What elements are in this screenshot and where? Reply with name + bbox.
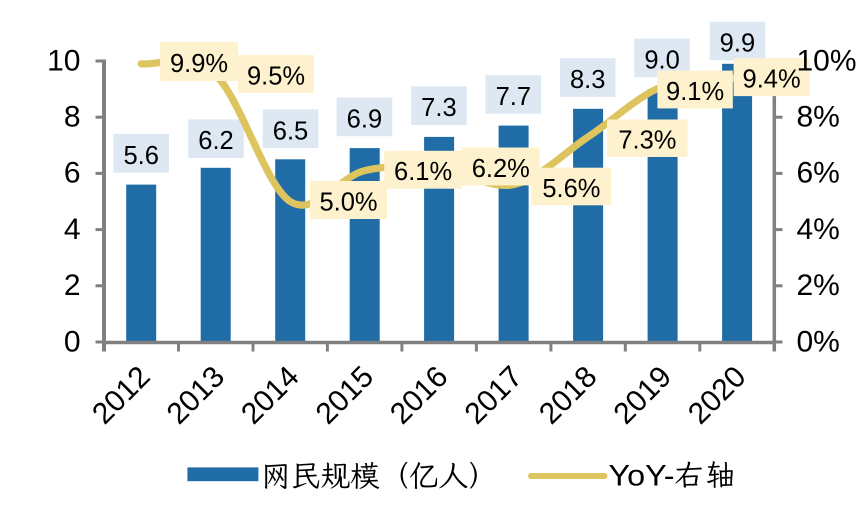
svg-text:8.3: 8.3: [570, 66, 605, 94]
svg-text:5.6: 5.6: [123, 142, 158, 170]
svg-text:9.1%: 9.1%: [666, 78, 724, 106]
svg-text:4%: 4%: [797, 213, 840, 246]
svg-text:5.6%: 5.6%: [542, 175, 600, 203]
svg-text:7.3: 7.3: [421, 94, 456, 122]
svg-text:10: 10: [47, 44, 80, 77]
svg-text:9.0: 9.0: [644, 46, 679, 74]
svg-text:9.4%: 9.4%: [743, 66, 801, 94]
svg-text:2: 2: [64, 269, 81, 302]
svg-text:2%: 2%: [797, 269, 840, 302]
svg-text:0: 0: [64, 325, 81, 358]
svg-text:8%: 8%: [797, 101, 840, 134]
svg-text:7.3%: 7.3%: [618, 127, 676, 155]
svg-text:9.9: 9.9: [720, 30, 755, 58]
svg-text:8: 8: [64, 101, 81, 134]
svg-text:7.7: 7.7: [496, 83, 531, 111]
svg-text:10%: 10%: [797, 44, 857, 77]
svg-text:6.1%: 6.1%: [394, 158, 452, 186]
svg-text:9.9%: 9.9%: [170, 50, 228, 78]
svg-text:6.2: 6.2: [198, 127, 233, 155]
svg-text:0%: 0%: [797, 325, 840, 358]
svg-text:5.0%: 5.0%: [319, 188, 377, 216]
svg-text:6.2%: 6.2%: [472, 155, 530, 183]
svg-text:6.9: 6.9: [347, 105, 382, 133]
svg-text:6: 6: [64, 157, 81, 190]
svg-text:6.5: 6.5: [273, 117, 308, 145]
svg-text:6%: 6%: [797, 157, 840, 190]
svg-text:9.5%: 9.5%: [247, 62, 305, 90]
svg-text:4: 4: [64, 213, 81, 246]
svg-text:YoY-: YoY-: [609, 459, 675, 492]
